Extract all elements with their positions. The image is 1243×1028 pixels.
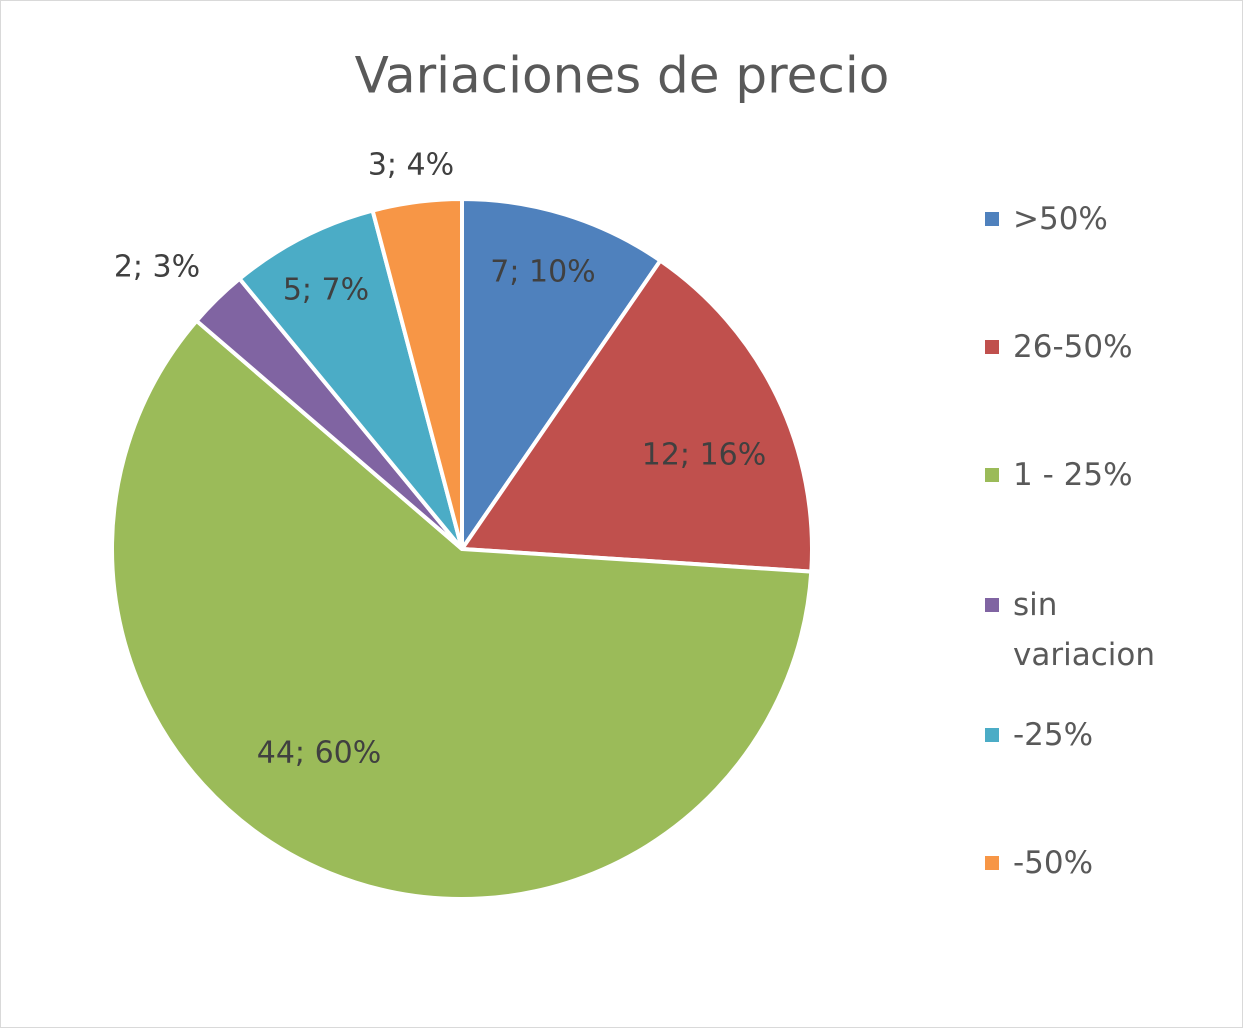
legend-item: 26-50% bbox=[985, 322, 1173, 372]
legend-label: 1 - 25% bbox=[1013, 457, 1133, 493]
legend-item: 1 - 25% bbox=[985, 450, 1173, 500]
pie-slice bbox=[460, 196, 664, 556]
legend-swatch bbox=[985, 468, 999, 482]
legend-label: >50% bbox=[1013, 201, 1108, 237]
data-label: 2; 3% bbox=[114, 250, 200, 285]
legend-swatch bbox=[985, 340, 999, 354]
legend-item: sin variacion bbox=[985, 580, 1173, 680]
data-label: 7; 10% bbox=[490, 255, 595, 290]
legend-swatch bbox=[985, 728, 999, 742]
data-label: 12; 16% bbox=[642, 438, 767, 473]
legend-swatch bbox=[985, 856, 999, 870]
data-label: 3; 4% bbox=[368, 148, 454, 183]
pie-slice bbox=[458, 257, 814, 574]
legend-item: -25% bbox=[985, 710, 1173, 760]
legend-swatch bbox=[985, 212, 999, 226]
legend-label: -25% bbox=[1013, 717, 1094, 753]
pie-slice bbox=[370, 196, 464, 550]
data-label: 44; 60% bbox=[257, 736, 382, 771]
legend-label: sin variacion bbox=[1013, 587, 1155, 673]
legend-label: -50% bbox=[1013, 845, 1094, 881]
legend-item: -50% bbox=[985, 838, 1173, 888]
chart-title: Variaciones de precio bbox=[355, 47, 890, 105]
pie-slice bbox=[110, 318, 814, 901]
legend-swatch bbox=[985, 598, 999, 612]
data-label: 5; 7% bbox=[283, 273, 369, 308]
legend-item: >50% bbox=[985, 194, 1173, 244]
legend-label: 26-50% bbox=[1013, 329, 1133, 365]
pie-slice bbox=[236, 208, 464, 551]
